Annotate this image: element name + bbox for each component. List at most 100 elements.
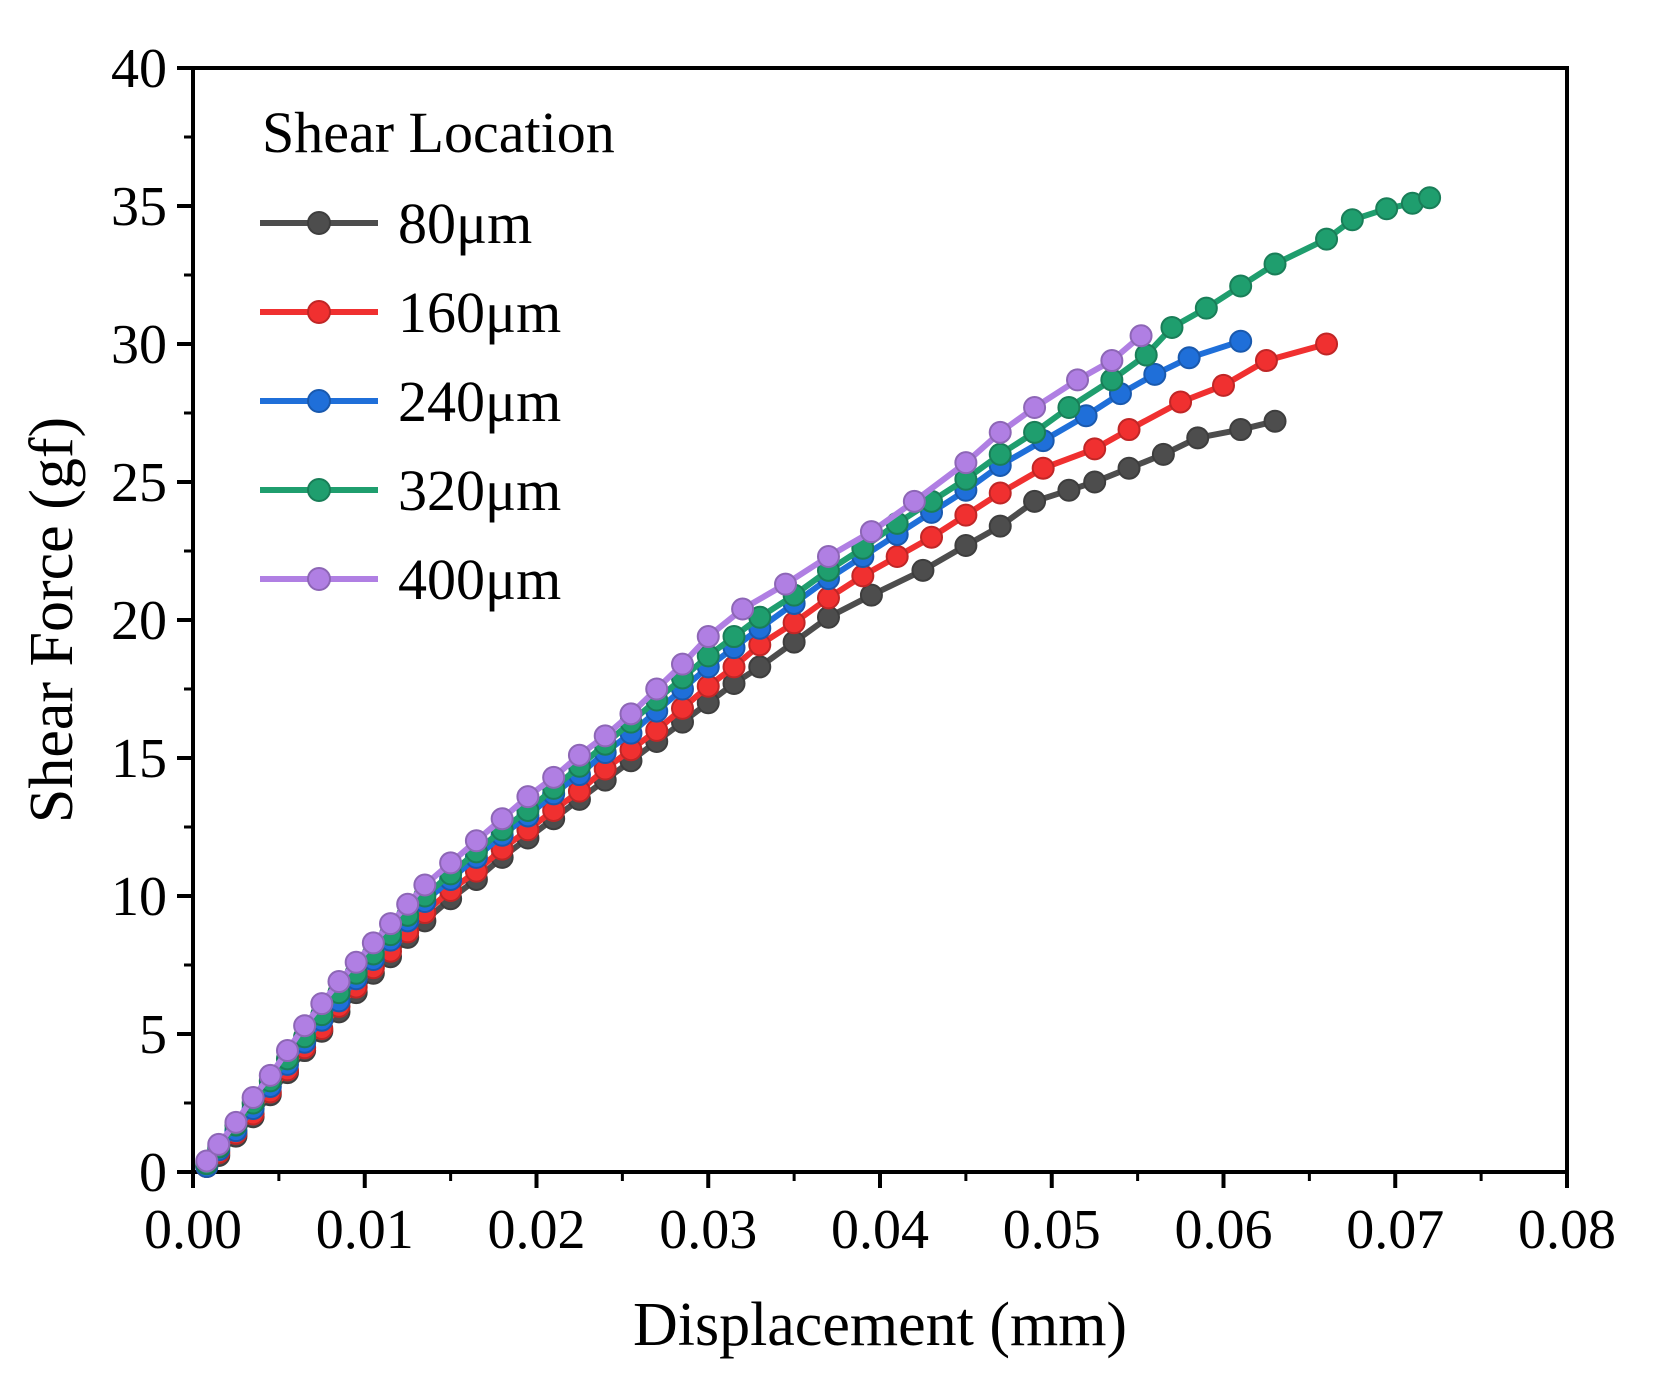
data-point	[1117, 418, 1141, 442]
data-point	[645, 718, 669, 742]
data-point	[954, 533, 978, 557]
data-point	[1143, 362, 1167, 386]
data-point	[1169, 390, 1193, 414]
data-point	[1100, 368, 1124, 392]
data-point	[195, 1149, 219, 1173]
data-point	[748, 655, 772, 679]
data-point	[379, 912, 403, 936]
legend-swatch-marker	[307, 389, 331, 413]
data-point	[696, 625, 720, 649]
x-tick-label: 0.05	[1003, 1199, 1101, 1261]
legend-swatch-marker	[307, 211, 331, 235]
data-point	[1229, 329, 1253, 353]
series-line	[203, 341, 1330, 1170]
y-tick-label: 40	[111, 38, 167, 100]
data-point	[619, 702, 643, 726]
data-point	[670, 696, 694, 720]
y-tick-label: 30	[111, 314, 167, 376]
legend-label: 400μm	[398, 547, 561, 612]
data-point	[344, 950, 368, 974]
data-point	[241, 1085, 265, 1109]
data-point	[567, 743, 591, 767]
x-tick-label: 0.06	[1175, 1199, 1273, 1261]
data-point	[593, 724, 617, 748]
data-point	[1254, 349, 1278, 373]
legend-title: Shear Location	[262, 100, 615, 165]
data-point	[885, 545, 909, 569]
data-point	[816, 605, 840, 629]
data-point	[396, 892, 420, 916]
data-point	[207, 1132, 231, 1156]
x-tick-label: 0.02	[488, 1199, 586, 1261]
y-tick-label: 0	[139, 1142, 167, 1204]
series-line	[203, 418, 1278, 1170]
data-point	[293, 1014, 317, 1038]
plot-series	[195, 186, 1442, 1178]
data-point	[670, 652, 694, 676]
data-point	[911, 558, 935, 582]
data-point	[731, 597, 755, 621]
x-tick-label: 0.00	[144, 1199, 242, 1261]
data-point	[1023, 420, 1047, 444]
data-point	[1212, 373, 1235, 397]
data-point	[988, 420, 1012, 444]
legend: Shear Location 80μm 160μm 240μm 320μm 400μm	[260, 100, 615, 612]
data-point	[275, 1039, 299, 1063]
data-point	[954, 503, 978, 527]
y-tick-label: 5	[139, 1004, 167, 1066]
data-point	[1100, 349, 1124, 373]
data-point	[1023, 395, 1047, 419]
y-tick-label: 25	[111, 452, 167, 514]
data-point	[774, 572, 798, 596]
data-point	[1229, 418, 1253, 442]
data-point	[988, 481, 1012, 505]
data-point	[224, 1110, 248, 1134]
data-point	[490, 807, 514, 831]
data-point	[1066, 368, 1090, 392]
data-point	[1340, 208, 1364, 232]
data-point	[310, 992, 334, 1016]
data-point	[1263, 252, 1287, 276]
data-point	[258, 1063, 282, 1087]
data-point	[1263, 409, 1287, 433]
data-point	[516, 785, 540, 809]
data-point	[645, 677, 669, 701]
data-point	[1186, 426, 1210, 450]
y-tick-label: 20	[111, 590, 167, 652]
data-point	[1160, 315, 1184, 339]
x-tick-label: 0.03	[659, 1199, 757, 1261]
data-point	[1023, 489, 1047, 513]
data-point	[1229, 274, 1253, 298]
data-point	[954, 451, 978, 475]
legend-label: 160μm	[398, 280, 561, 345]
data-point	[1375, 197, 1399, 221]
data-point	[696, 674, 720, 698]
y-axis-title: Shear Force (gf)	[18, 417, 86, 823]
data-point	[413, 873, 437, 897]
data-point	[439, 851, 463, 875]
data-point	[851, 564, 875, 588]
data-point	[1418, 186, 1442, 210]
data-point	[1194, 296, 1218, 320]
y-tick-label: 10	[111, 866, 167, 928]
x-axis-title: Displacement (mm)	[633, 1291, 1127, 1359]
series-1	[195, 409, 1287, 1178]
data-point	[1057, 478, 1081, 502]
data-point	[988, 514, 1012, 538]
data-point	[1083, 470, 1107, 494]
data-point	[816, 586, 840, 610]
series-5	[195, 324, 1153, 1173]
data-point	[988, 442, 1012, 466]
data-point	[782, 630, 806, 654]
data-point	[1315, 332, 1339, 356]
data-point	[902, 489, 926, 513]
data-point	[1151, 442, 1175, 466]
y-tick-label: 15	[111, 728, 167, 790]
legend-label: 80μm	[398, 191, 532, 256]
data-point	[920, 525, 944, 549]
data-point	[1315, 227, 1339, 251]
data-point	[1117, 456, 1141, 480]
legend-swatch-marker	[307, 567, 331, 591]
y-tick-label: 35	[111, 176, 167, 238]
